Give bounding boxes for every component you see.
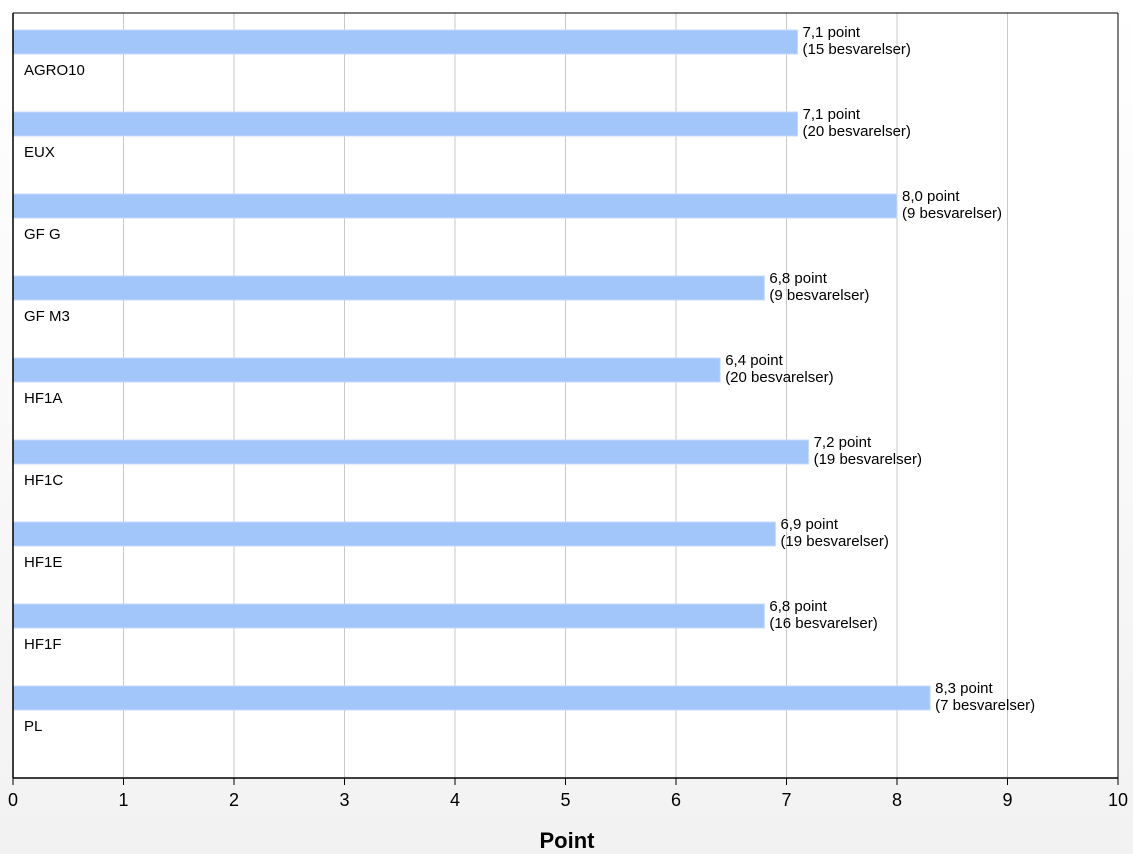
x-tick-label: 4 <box>450 790 460 810</box>
category-label: HF1C <box>24 472 63 489</box>
axes: 0 1 2 3 4 5 6 7 8 9 10 <box>8 12 1128 810</box>
category-label: GF G <box>24 226 61 243</box>
bar <box>12 439 810 465</box>
bars <box>12 29 931 711</box>
value-label: 6,4 point <box>725 352 783 369</box>
bar <box>12 111 799 137</box>
responses-label: (7 besvarelser) <box>935 697 1035 714</box>
responses-label: (20 besvarelser) <box>725 369 833 386</box>
responses-label: (15 besvarelser) <box>803 41 911 58</box>
category-label: HF1A <box>24 390 62 407</box>
x-axis-title: Point <box>540 828 596 853</box>
category-label: EUX <box>24 144 55 161</box>
value-label: 6,8 point <box>769 270 827 287</box>
x-tick-label: 7 <box>781 790 791 810</box>
bar <box>12 275 765 301</box>
bar <box>12 603 765 629</box>
value-label: 8,0 point <box>902 188 960 205</box>
category-label: PL <box>24 718 42 735</box>
bar <box>12 193 898 219</box>
category-label: GF M3 <box>24 308 70 325</box>
responses-label: (19 besvarelser) <box>780 533 888 550</box>
responses-label: (9 besvarelser) <box>902 205 1002 222</box>
category-label: AGRO10 <box>24 62 85 79</box>
x-tick-label: 6 <box>671 790 681 810</box>
value-label: 6,8 point <box>769 598 827 615</box>
value-label: 6,9 point <box>780 516 838 533</box>
x-tick-label: 1 <box>118 790 128 810</box>
category-label: HF1F <box>24 636 62 653</box>
bar <box>12 685 931 711</box>
x-tick-label: 10 <box>1108 790 1128 810</box>
responses-label: (9 besvarelser) <box>769 287 869 304</box>
x-tick-label: 2 <box>229 790 239 810</box>
bar <box>12 29 799 55</box>
x-tick-label: 3 <box>339 790 349 810</box>
bar <box>12 521 776 547</box>
responses-label: (19 besvarelser) <box>814 451 922 468</box>
x-tick-label: 0 <box>8 790 18 810</box>
responses-label: (20 besvarelser) <box>803 123 911 140</box>
x-tick-label: 9 <box>1002 790 1012 810</box>
x-tick-label: 8 <box>892 790 902 810</box>
responses-label: (16 besvarelser) <box>769 615 877 632</box>
value-label: 7,2 point <box>814 434 872 451</box>
value-label: 7,1 point <box>803 24 861 41</box>
value-label: 8,3 point <box>935 680 993 697</box>
value-label: 7,1 point <box>803 106 861 123</box>
bar <box>12 357 721 383</box>
category-label: HF1E <box>24 554 62 571</box>
x-tick-label: 5 <box>560 790 570 810</box>
